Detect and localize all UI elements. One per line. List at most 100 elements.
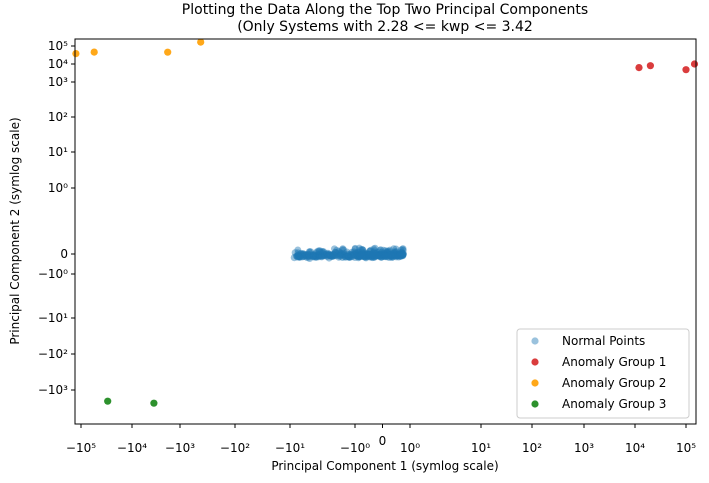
- data-point: [399, 252, 407, 260]
- data-point: [380, 252, 388, 259]
- data-point: [398, 248, 406, 256]
- data-point: [370, 245, 378, 253]
- data-point: [383, 251, 390, 259]
- data-point: [376, 251, 384, 259]
- data-point: [305, 253, 313, 261]
- data-point: [329, 252, 336, 260]
- data-point: [343, 248, 351, 256]
- data-point: [310, 252, 317, 260]
- data-point: [355, 244, 363, 252]
- data-point: [361, 252, 369, 259]
- data-point: [307, 250, 315, 258]
- data-point: [377, 251, 385, 259]
- data-point: [315, 253, 323, 261]
- data-point: [344, 253, 352, 261]
- data-point: [394, 252, 401, 259]
- data-point: [399, 245, 407, 253]
- data-point: [400, 250, 407, 257]
- data-point: [364, 251, 371, 258]
- data-point: [350, 248, 358, 256]
- data-point: [382, 252, 389, 260]
- data-point: [393, 250, 401, 258]
- data-point: [324, 249, 332, 257]
- legend-marker: [531, 358, 539, 366]
- data-point: [392, 252, 399, 259]
- data-point: [291, 249, 299, 257]
- data-point: [294, 252, 302, 260]
- data-point: [359, 246, 366, 254]
- data-point: [354, 252, 361, 259]
- data-point: [370, 249, 377, 257]
- data-point: [374, 251, 382, 258]
- data-point: [371, 244, 379, 252]
- data-point: [378, 250, 386, 258]
- data-point: [295, 252, 303, 260]
- data-point: [395, 251, 403, 259]
- data-point: [379, 251, 386, 259]
- data-point: [366, 247, 374, 255]
- data-point: [375, 252, 383, 260]
- data-point: [356, 252, 363, 260]
- data-point: [385, 251, 393, 258]
- data-point: [319, 252, 327, 260]
- data-point: [367, 252, 375, 260]
- data-point: [324, 251, 331, 258]
- data-point: [377, 246, 384, 254]
- data-point: [339, 254, 346, 261]
- data-point: [164, 48, 172, 56]
- data-point: [391, 250, 399, 258]
- data-point: [308, 252, 315, 260]
- data-point: [345, 253, 353, 261]
- data-point: [366, 251, 374, 259]
- data-point: [396, 250, 404, 257]
- data-point: [336, 252, 344, 260]
- data-point: [399, 246, 407, 254]
- data-point: [360, 250, 367, 257]
- data-point: [361, 251, 369, 258]
- data-point: [374, 252, 382, 260]
- data-point: [375, 250, 383, 258]
- data-point: [371, 252, 379, 259]
- data-point: [90, 48, 98, 56]
- data-point: [389, 251, 397, 259]
- data-point: [396, 252, 404, 260]
- chart-subtitle: (Only Systems with 2.28 <= kwp <= 3.42: [237, 19, 533, 35]
- data-point: [371, 250, 379, 258]
- data-point: [299, 250, 306, 258]
- data-point: [332, 248, 339, 256]
- data-point: [388, 250, 396, 258]
- data-point: [365, 251, 373, 258]
- data-point: [313, 252, 321, 260]
- y-tick-label: 10¹: [48, 145, 68, 159]
- data-point: [362, 251, 370, 259]
- data-point: [387, 251, 395, 259]
- data-point: [335, 252, 343, 260]
- data-point: [337, 251, 345, 259]
- data-point: [387, 251, 395, 259]
- data-point: [309, 252, 317, 260]
- data-point: [368, 252, 376, 259]
- data-point: [338, 250, 346, 258]
- data-point: [384, 248, 392, 256]
- data-point: [367, 251, 375, 258]
- data-point: [389, 253, 397, 261]
- data-point: [325, 252, 333, 259]
- data-point: [335, 254, 343, 261]
- chart-title: Plotting the Data Along the Top Two Prin…: [182, 2, 588, 18]
- data-point: [368, 252, 375, 260]
- x-tick-label: 10⁰: [400, 441, 420, 455]
- data-point: [310, 253, 318, 260]
- data-point: [320, 251, 328, 259]
- data-point: [391, 252, 399, 259]
- data-point: [386, 248, 394, 255]
- data-point: [296, 253, 303, 261]
- y-tick-label: 10⁰: [48, 181, 68, 195]
- data-point: [356, 251, 363, 259]
- data-point: [395, 252, 403, 260]
- legend-marker: [531, 400, 539, 408]
- data-point: [382, 252, 389, 260]
- data-point: [340, 249, 348, 257]
- data-point: [397, 250, 405, 258]
- data-point: [324, 252, 332, 260]
- data-point: [383, 248, 391, 256]
